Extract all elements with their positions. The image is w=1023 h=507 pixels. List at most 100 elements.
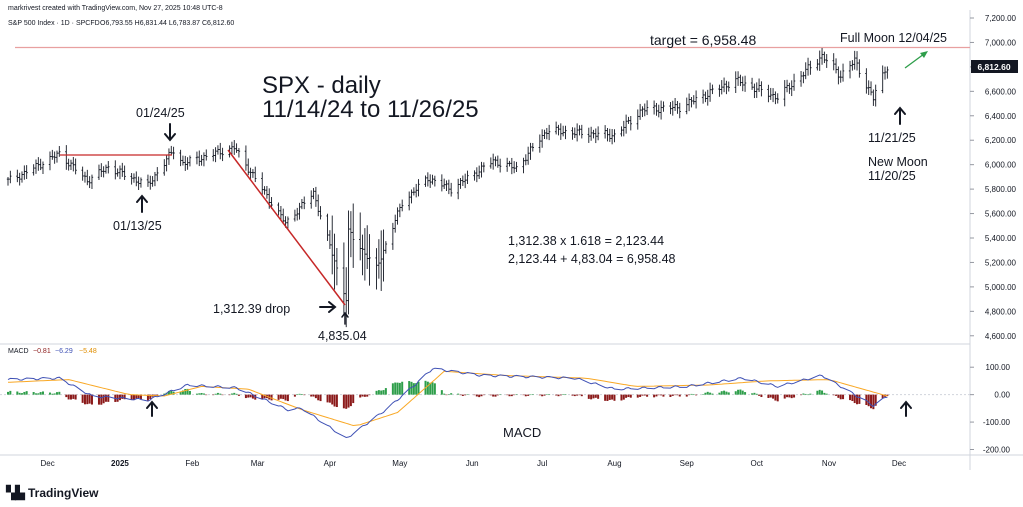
ohlc-bar [359,212,362,261]
ohlc-bar [282,208,285,225]
macd-hist-bar [7,391,9,395]
macd-hist-bar [352,394,355,404]
macd-hist-bar [718,392,721,395]
ohlc-bar [202,152,206,167]
macd-hist-bar [513,394,516,396]
macd-hist-bar [149,394,152,400]
macd-hist-bar [510,394,513,397]
projection-arrow-head [920,51,928,58]
ohlc-bar [251,169,255,178]
ohlc-bar [694,90,698,109]
macd-hist-bar [573,394,576,397]
ohlc-bar [107,161,110,174]
ohlc-bar [676,101,679,114]
ohlc-bar [37,157,40,171]
macd-hist-bar [709,392,712,395]
ohlc-bar [221,147,224,162]
arrow-right-drop [319,301,337,313]
ohlc-bar [170,145,173,156]
macd-hist-bar [669,394,672,397]
macd-hist-bar [723,390,726,395]
macd-hist-bar [34,393,37,395]
macd-hist-bar [312,394,315,397]
time-tick-label: 2025 [111,459,129,468]
ohlc-bar [233,140,236,155]
ohlc-bar [393,214,397,233]
tradingview-logo: ▚▙ TradingView [6,485,98,501]
ohlc-bar [25,165,28,180]
macd-hist-bar [380,390,383,395]
ohlc-bar [638,103,642,120]
macd-hist-bar [466,394,469,395]
macd-hist-bar [625,394,628,398]
ohlc-bar [823,51,826,64]
macd-line-value: −6.29 [55,348,73,355]
macd-hist-bar [412,383,415,395]
macd-hist-bar [319,394,322,402]
macd-hist-bar [636,394,639,398]
macd-hist-bar [704,392,707,395]
macd-tick-label: -100.00 [983,418,1011,427]
macd-hist-bar [153,394,156,396]
ohlc-bar [265,185,269,199]
ohlc-bar [380,230,383,291]
macd-hist-bar [139,394,142,400]
ohlc-bar [146,174,150,187]
ohlc-bar [475,167,479,183]
macd-hist-bar [244,394,247,399]
ohlc-bar [424,175,427,187]
macd-hist-bar [333,394,336,407]
ohlc-bar [447,179,451,195]
ohlc-bar [685,97,688,115]
ohlc-bar [83,171,87,183]
ohlc-bar [298,202,301,220]
macd-hist-bar [335,394,338,408]
created-by-text: markrivest created with TradingView.com,… [8,5,223,12]
macd-hist-bar [807,394,810,396]
macd-hist-bar [167,391,170,395]
ohlc-bar [184,155,187,171]
ohlc-bar [34,159,38,174]
ohlc-bar [156,167,159,182]
price-axis: 4,600.00 4,800.00 5,000.00 5,200.00 5,400.00… [970,14,1017,341]
ohlc-bar [736,71,740,86]
ohlc-bar [261,172,264,196]
ohlc-bar [538,134,542,153]
ohlc-bar [596,126,600,141]
macd-hist-bar [751,393,754,395]
macd-hist-bar [235,393,238,395]
ohlc-bar [608,128,611,142]
macd-hist-bar [562,394,565,395]
ohlc-bar [53,151,56,164]
macd-hist-bar [809,393,812,395]
ohlc-bar [279,205,283,221]
macd-hist-bar [391,383,394,395]
ohlc-bar [832,53,835,71]
macd-hist-bar [137,394,140,398]
macd-hist-bar [886,394,889,396]
macd-hist-bar [753,392,756,395]
macd-hist-bar [802,393,805,395]
ohlc-bar [865,68,868,94]
target-calc-label: 2,123.44 + 4,83.04 = 6,958.48 [508,252,676,266]
macd-hist-bar [473,394,476,396]
macd-hist-bar [450,393,453,395]
macd-hist-bar [858,394,861,404]
ohlc-bar [188,155,192,167]
ohlc-bar [755,82,758,98]
ohlc-bar [449,182,453,197]
ohlc-bar [431,174,434,185]
ohlc-bar [130,173,133,185]
macd-hist-bar [881,394,884,399]
ohlc-bar [580,124,583,139]
macd-hist-bar [349,394,352,407]
ohlc-bar [851,60,854,71]
macd-hist-bar [800,394,803,396]
ohlc-bar [277,202,280,216]
ohlc-bar [571,127,574,140]
macd-hist-bar [592,394,595,399]
macd-hist-bar [382,390,385,395]
macd-hist-bar [660,394,663,396]
macd-hist-bar [853,394,856,404]
